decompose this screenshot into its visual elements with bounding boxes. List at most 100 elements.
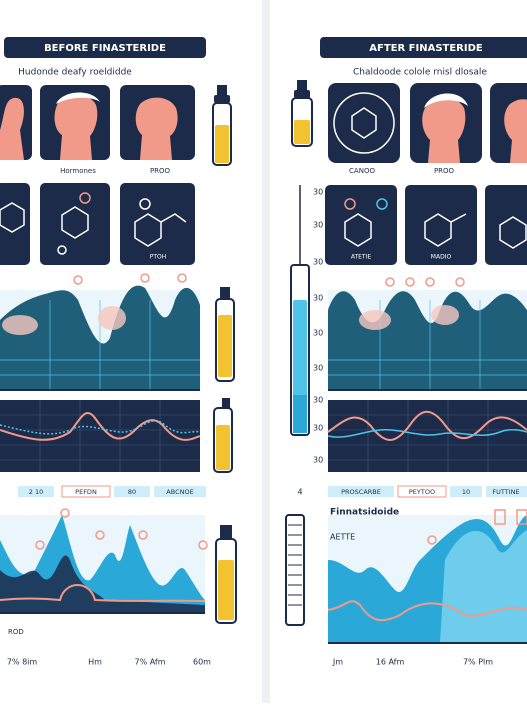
- x-label: 7% Plm: [463, 658, 493, 667]
- vial-part: [297, 80, 307, 90]
- molecule-tiles-part: [40, 183, 110, 265]
- area-chart-part: [440, 530, 527, 643]
- tag-row: [18, 485, 206, 498]
- wave-chart-part: [2, 315, 38, 335]
- wave-chart-part: [405, 277, 415, 287]
- tag: FUTTINE: [492, 488, 519, 496]
- area-chart-part: [427, 535, 437, 545]
- title-bar: [320, 37, 527, 58]
- molecule-tiles-part: [57, 245, 67, 255]
- molecule-tiles-part: [139, 198, 151, 210]
- face-tiles: [0, 85, 195, 160]
- caption: ATETIE: [351, 254, 372, 261]
- molecule-tiles-part: [485, 185, 527, 265]
- panel-title: BEFORE FINASTERIDE: [44, 43, 166, 54]
- area-chart-part: [35, 540, 45, 550]
- tag-row-part: [18, 486, 54, 497]
- area-chart-part: [95, 530, 105, 540]
- title-bar: [4, 37, 206, 58]
- x-label: 16 Afm: [376, 658, 405, 667]
- molecule-tiles-part: [134, 213, 162, 247]
- tag-row-part: [486, 486, 527, 497]
- vial: [212, 85, 232, 166]
- x-label: 60m: [193, 658, 211, 667]
- wave-chart-part: [98, 306, 126, 330]
- wave-chart-part: [431, 305, 459, 325]
- panel-subtitle: Chaldoode colole rnisl dlosale: [353, 68, 487, 78]
- wave-chart-part: [385, 277, 395, 287]
- pen-part: [285, 514, 305, 626]
- area-chart-part: [198, 540, 208, 550]
- tag: PEFDN: [75, 488, 97, 496]
- vial-part: [217, 85, 227, 95]
- tag: 10: [462, 488, 470, 496]
- axis-label: 30: [313, 221, 323, 230]
- vial-part: [218, 560, 234, 620]
- axis-label: 30: [313, 188, 323, 197]
- molecule-tiles-part: [424, 213, 452, 247]
- line-chart-part: [327, 428, 527, 438]
- vial-part: [294, 90, 310, 98]
- line-chart: [0, 400, 201, 472]
- face-tiles-part: [135, 97, 178, 160]
- molecule-tiles-part: [405, 185, 477, 265]
- line-chart-part: [0, 400, 200, 472]
- vial: [215, 525, 237, 624]
- face-tiles: [328, 83, 527, 163]
- vial-part: [294, 120, 310, 144]
- panel-title: AFTER FINASTERIDE: [369, 43, 483, 54]
- tag: ABCNOE: [166, 488, 193, 496]
- tag-row-part: [450, 486, 482, 497]
- tag-row-part: [154, 486, 206, 497]
- molecule-tiles-part: [450, 213, 467, 223]
- wave-chart: [328, 277, 527, 391]
- line-chart-part: [0, 412, 201, 441]
- vial-part: [220, 287, 230, 299]
- wave-chart: [0, 273, 200, 391]
- molecule-tiles-part: [344, 198, 356, 210]
- face-tiles-part: [422, 97, 466, 163]
- face-tiles-part: [56, 92, 100, 104]
- legend-label: Finnatsidoide: [330, 508, 399, 518]
- tag-row-part: [61, 485, 111, 498]
- divider: [262, 0, 270, 703]
- molecule-tiles-part: [344, 213, 372, 247]
- panel-subtitle: Hudonde deafy roeldidde: [18, 68, 132, 78]
- wave-chart-part: [73, 275, 83, 285]
- caption: PROO: [150, 167, 171, 175]
- molecule-tiles: [0, 183, 195, 265]
- molecule-tiles-part: [79, 192, 91, 204]
- x-label: Hm: [88, 658, 102, 667]
- area-chart-part: [516, 509, 527, 525]
- face-tiles-part: [328, 83, 400, 163]
- molecule-tiles-part: [160, 213, 187, 223]
- molecule-tiles-part: [0, 183, 30, 265]
- wave-chart-part: [328, 291, 527, 390]
- area-chart-part: [60, 508, 70, 518]
- axis-label: 4: [297, 488, 302, 497]
- face-tiles-part: [351, 107, 377, 139]
- area-chart: [327, 509, 527, 644]
- caption: CANOO: [349, 167, 375, 175]
- x-label: Jm: [332, 658, 343, 667]
- face-tiles-part: [333, 92, 395, 154]
- axis-label: 30: [313, 456, 323, 465]
- syringe: [290, 185, 310, 436]
- axis-label: 30: [313, 396, 323, 405]
- vial-part: [214, 95, 230, 103]
- caption: PTOH: [150, 254, 167, 261]
- tag-row-part: [328, 486, 394, 497]
- face-tiles-part: [54, 94, 98, 160]
- wave-chart-part: [177, 273, 187, 283]
- vial-part: [220, 525, 232, 539]
- tag: PROSCARBE: [341, 488, 381, 496]
- tag-row: [328, 485, 527, 498]
- molecule-tiles-part: [120, 183, 195, 265]
- side-label: ROD: [8, 628, 24, 636]
- x-label: 7% Afm: [134, 658, 165, 667]
- tag: 80: [128, 488, 136, 496]
- line-chart-part: [328, 400, 527, 472]
- tag-row-part: [114, 486, 150, 497]
- molecule-tiles-part: [499, 216, 527, 249]
- x-label: 7% 8im: [7, 658, 38, 667]
